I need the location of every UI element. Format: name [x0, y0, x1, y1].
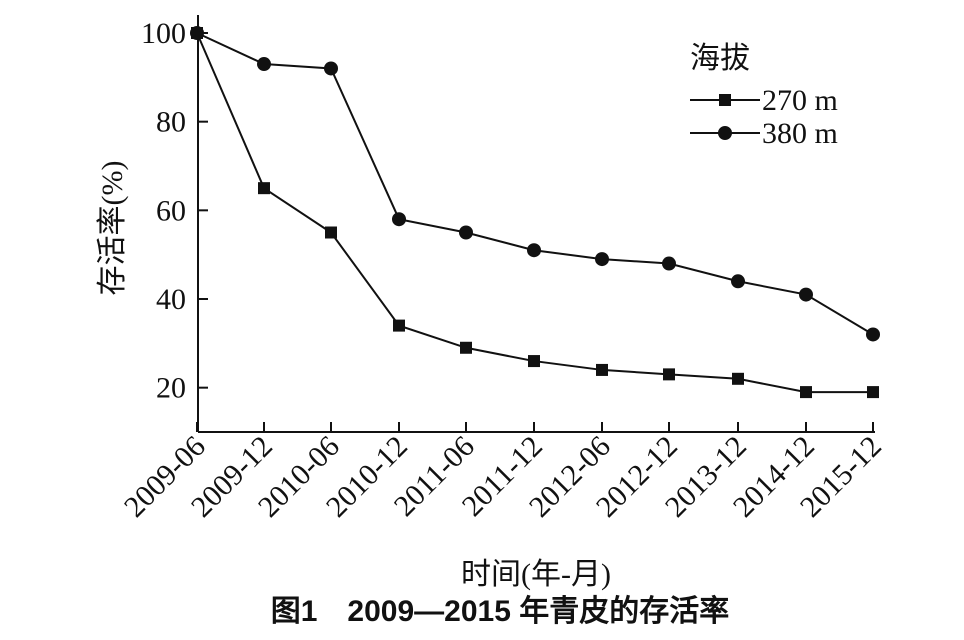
series-line-380m [196, 32, 874, 336]
data-point-circle [257, 57, 271, 72]
data-point-square [528, 355, 540, 368]
data-point-circle [392, 212, 406, 227]
y-tick-label: 20 [156, 372, 186, 405]
y-tick-label: 60 [156, 194, 186, 227]
data-point-circle [595, 252, 609, 267]
figure-caption: 图1 2009—2015 年青皮的存活率 [271, 595, 730, 628]
data-point-square [800, 386, 812, 399]
legend-marker-square [719, 94, 731, 106]
data-point-circle [731, 274, 745, 289]
series-380m [190, 26, 880, 342]
series-270m [191, 27, 879, 399]
data-point-circle [799, 287, 813, 302]
data-point-square [596, 363, 608, 376]
legend-label: 380 m [762, 117, 838, 150]
data-point-circle [662, 256, 676, 271]
y-tick-label: 40 [156, 283, 186, 316]
data-point-circle [459, 225, 473, 240]
y-tick-label: 100 [141, 17, 186, 50]
data-point-square [460, 341, 472, 354]
data-point-square [663, 368, 675, 381]
data-point-circle [527, 243, 541, 258]
data-point-circle [190, 26, 204, 40]
y-tick-label: 80 [156, 106, 186, 139]
y-axis-title: 存活率(%) [96, 161, 129, 296]
data-point-square [258, 182, 270, 195]
legend-title: 海拔 [690, 42, 750, 75]
legend-entry: 380 m [690, 117, 838, 150]
x-axis-title: 时间(年-月) [461, 558, 611, 591]
data-point-square [325, 226, 337, 239]
data-point-square [732, 372, 744, 385]
data-point-circle [324, 61, 338, 76]
legend-label: 270 m [762, 84, 838, 117]
data-point-square [867, 386, 879, 399]
data-point-square [393, 319, 405, 332]
series-layer [190, 26, 880, 399]
legend-marker-circle [718, 126, 732, 140]
y-axis-ticks: 20 40 60 80 100 [141, 17, 208, 405]
x-axis-ticks: 2009-062009-122010-062010-122011-062011-… [118, 422, 888, 524]
legend-entry: 270 m [690, 84, 838, 117]
axes [197, 15, 875, 433]
data-point-circle [866, 327, 880, 342]
